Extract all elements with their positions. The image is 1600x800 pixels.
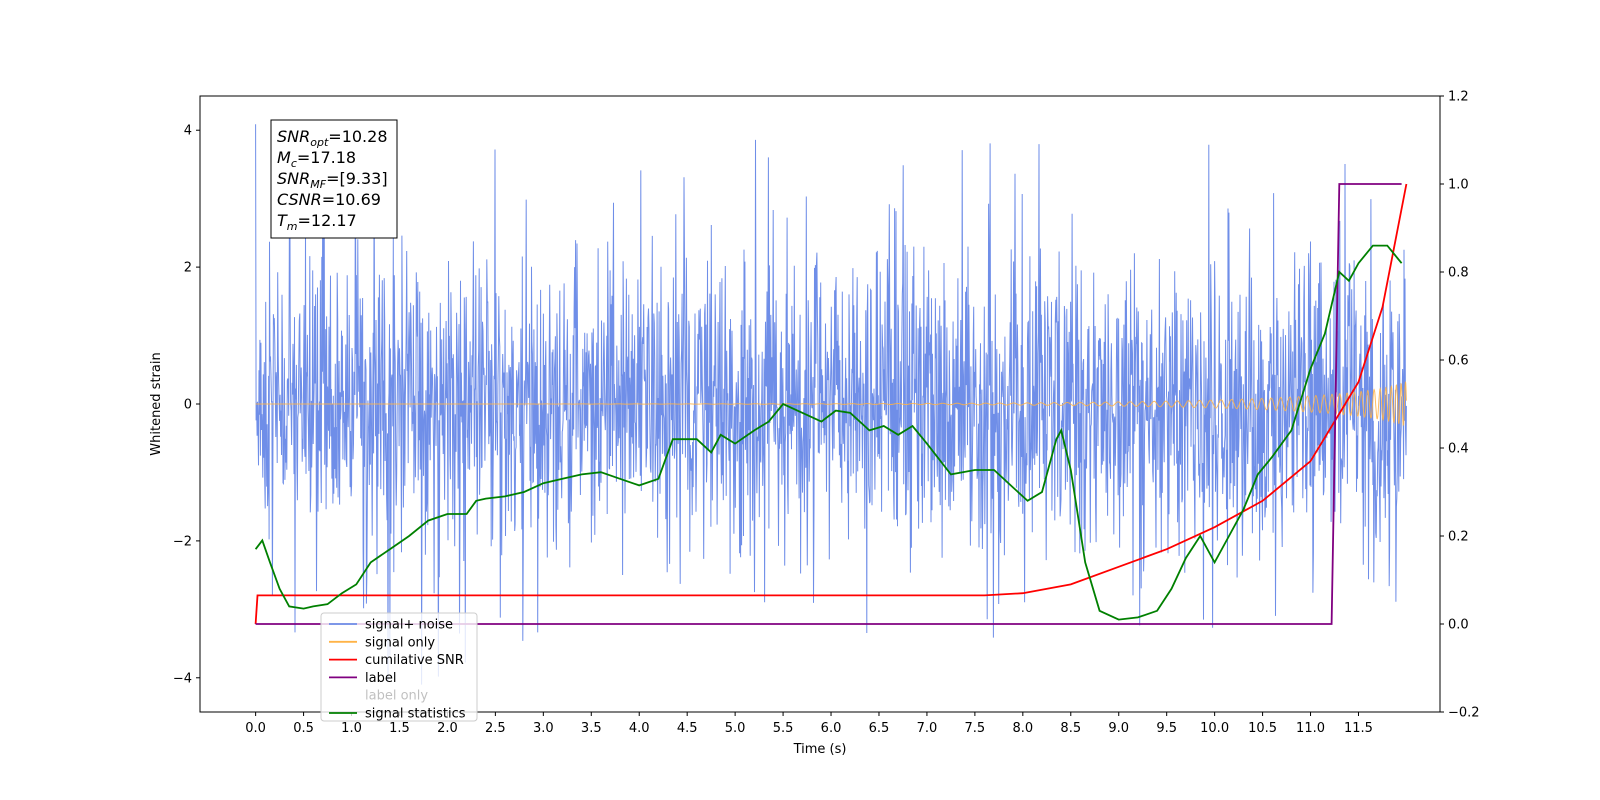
annotation-line: SNRMF=[9.33]	[277, 169, 388, 191]
x-tick-label: 7.5	[965, 721, 986, 736]
x-axis: 0.0 0.5 1.0 1.5 2.0 2.5 3.0 3.5 4.0 4.5 5.0 5.5 6.0 6…	[245, 712, 1373, 736]
plot-area	[254, 124, 1408, 685]
annotation-value: =12.17	[298, 211, 357, 230]
annotation-frame	[270, 119, 398, 239]
annotation-subscript: opt	[310, 136, 329, 149]
x-tick-label: 1.0	[341, 721, 362, 736]
y2-tick-label: 0.2	[1448, 530, 1469, 545]
x-tick-label: 10.0	[1200, 721, 1229, 736]
y2-tick-label: 0.4	[1448, 442, 1469, 457]
x-tick-label: 5.0	[725, 721, 746, 736]
annotation-value: =17.18	[297, 148, 356, 167]
annotation-name: CSNR	[277, 190, 322, 209]
y2-tick-label: 0.6	[1448, 354, 1469, 369]
y-axis-label: Whitened strain	[149, 352, 164, 455]
annotation-value: =[9.33]	[326, 169, 388, 188]
x-tick-label: 4.0	[629, 721, 650, 736]
legend-label: label only	[365, 689, 428, 704]
annotation-subscript: c	[291, 157, 297, 170]
annotation-name: T	[277, 211, 288, 230]
series-cumulative-snr-line	[254, 183, 1408, 625]
legend-frame	[320, 612, 478, 722]
x-tick-label: 5.5	[773, 721, 794, 736]
y2-tick-label: 1.2	[1448, 90, 1469, 105]
annotation-subscript: MF	[310, 178, 326, 191]
x-tick-label: 6.5	[869, 721, 890, 736]
series-signal-statistics-line	[254, 244, 1403, 621]
y2-tick-label: 0.8	[1448, 266, 1469, 281]
legend-label: signal statistics	[365, 707, 466, 722]
y-tick-label: −4	[173, 671, 192, 686]
series-signal-noise-line	[255, 124, 1407, 685]
x-tick-label: 9.0	[1108, 721, 1129, 736]
annotation-name: SNR	[277, 127, 310, 146]
annotation-line: SNRopt=10.28	[277, 127, 388, 149]
y-tick-label: 2	[184, 261, 192, 276]
annotation-line: Mc=17.18	[277, 148, 356, 170]
legend-label: label	[365, 671, 396, 686]
x-tick-label: 7.0	[917, 721, 938, 736]
x-tick-label: 2.0	[437, 721, 458, 736]
y-tick-label: 0	[184, 398, 192, 413]
y2-tick-label: 0.0	[1448, 618, 1469, 633]
x-tick-label: 8.5	[1060, 721, 1081, 736]
series-label-line	[255, 183, 1402, 625]
annotation-name: M	[277, 148, 291, 167]
x-axis-label: Time (s)	[793, 742, 847, 757]
legend: signal+ noise signal only cumilative SNR la…	[320, 612, 478, 722]
x-tick-label: 9.5	[1156, 721, 1177, 736]
x-tick-label: 3.5	[581, 721, 602, 736]
x-tick-label: 4.5	[677, 721, 698, 736]
x-tick-label: 2.5	[485, 721, 506, 736]
x-tick-label: 11.5	[1344, 721, 1373, 736]
stats-annotation-box: SNRopt=10.28Mc=17.18SNRMF=[9.33]CSNR=10.…	[270, 119, 398, 239]
x-tick-label: 0.5	[293, 721, 314, 736]
annotation-line: CSNR=10.69	[277, 190, 381, 209]
x-tick-label: 1.5	[389, 721, 410, 736]
y2-tick-label: −0.2	[1448, 706, 1480, 721]
x-tick-label: 8.0	[1012, 721, 1033, 736]
y-axis-right: 1.2 1.0 0.8 0.6 0.4 0.2 0.0 −0.2	[1440, 90, 1480, 721]
annotation-name: SNR	[277, 169, 310, 188]
legend-label: cumilative SNR	[365, 653, 464, 668]
y-tick-label: 4	[184, 124, 192, 139]
annotation-value: =10.28	[328, 127, 387, 146]
annotation-subscript: m	[287, 220, 298, 233]
annotation-value: =10.69	[322, 190, 381, 209]
y-axis-left: 4 2 0 −2 −4	[173, 124, 200, 686]
x-tick-label: 6.0	[821, 721, 842, 736]
series-signal-only-line	[255, 381, 1407, 427]
x-tick-label: 10.5	[1248, 721, 1277, 736]
x-tick-label: 0.0	[245, 721, 266, 736]
x-tick-label: 11.0	[1296, 721, 1325, 736]
y-tick-label: −2	[173, 534, 192, 549]
legend-label: signal only	[365, 635, 435, 650]
y2-tick-label: 1.0	[1448, 178, 1469, 193]
legend-label: signal+ noise	[365, 618, 453, 633]
x-tick-label: 3.0	[533, 721, 554, 736]
annotation-line: Tm=12.17	[277, 211, 357, 233]
